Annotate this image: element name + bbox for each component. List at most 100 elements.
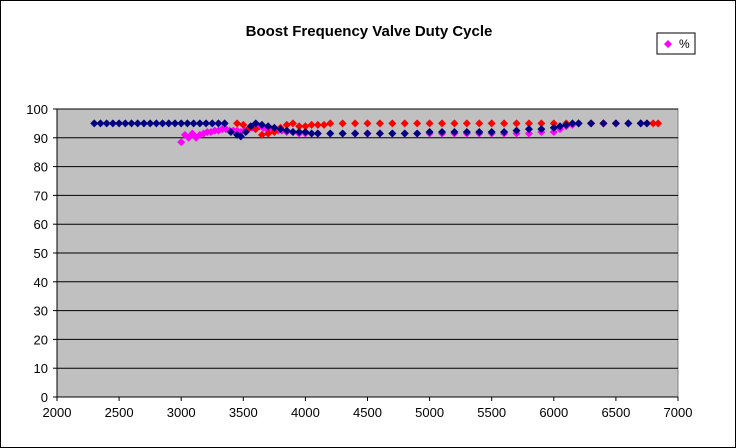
y-tick-label: 20	[34, 332, 48, 347]
data-point	[301, 122, 310, 131]
grid-lines	[57, 108, 678, 369]
data-point	[400, 129, 409, 138]
data-point	[202, 119, 211, 128]
data-point	[133, 119, 142, 128]
data-point	[208, 119, 217, 128]
data-point	[301, 128, 310, 137]
data-point	[425, 128, 434, 137]
data-point	[475, 119, 484, 128]
data-point	[363, 129, 372, 138]
y-tick-label: 90	[34, 131, 48, 146]
data-point	[189, 119, 198, 128]
data-point	[562, 120, 571, 129]
legend-marker	[664, 40, 672, 48]
data-point	[127, 119, 136, 128]
data-point	[236, 132, 245, 141]
data-point	[413, 129, 422, 138]
data-point	[214, 119, 223, 128]
x-tick-label: 6000	[539, 405, 568, 420]
data-point	[220, 119, 229, 128]
data-point	[425, 119, 434, 128]
data-point	[270, 128, 279, 137]
data-point	[351, 119, 360, 128]
data-point	[177, 138, 186, 147]
data-point	[96, 119, 105, 128]
x-tick-label: 4500	[353, 405, 382, 420]
data-point	[326, 129, 335, 138]
data-point	[184, 133, 193, 142]
data-point	[549, 128, 558, 137]
data-point	[270, 123, 279, 132]
data-point	[183, 119, 192, 128]
data-point	[500, 128, 509, 137]
data-point	[164, 119, 173, 128]
data-point	[524, 119, 533, 128]
data-point	[587, 119, 596, 128]
data-point	[282, 120, 291, 129]
data-point	[115, 119, 124, 128]
data-point	[251, 119, 260, 128]
y-tick-label: 80	[34, 160, 48, 175]
data-point	[537, 125, 546, 134]
data-point	[400, 119, 409, 128]
data-point	[388, 119, 397, 128]
y-tick-label: 70	[34, 188, 48, 203]
data-point	[524, 125, 533, 134]
x-tick-label: 4000	[291, 405, 320, 420]
x-tick-label: 5500	[477, 405, 506, 420]
data-point	[241, 128, 250, 137]
data-point	[524, 129, 533, 138]
data-point	[537, 119, 546, 128]
data-point	[320, 120, 329, 129]
data-point	[152, 119, 161, 128]
data-point	[226, 128, 235, 137]
x-tick-label: 2000	[43, 405, 72, 420]
data-point	[257, 130, 266, 139]
legend: %	[656, 32, 696, 55]
data-point	[102, 119, 111, 128]
data-point	[288, 128, 297, 137]
data-point	[177, 119, 186, 128]
data-point	[264, 129, 273, 138]
data-point	[139, 119, 148, 128]
data-point	[375, 129, 384, 138]
data-point	[307, 129, 316, 138]
data-point	[574, 119, 583, 128]
data-point	[549, 119, 558, 128]
data-point	[170, 119, 179, 128]
y-tick-label: 50	[34, 246, 48, 261]
data-point	[599, 119, 608, 128]
data-point	[288, 119, 297, 128]
data-point	[158, 119, 167, 128]
data-point	[487, 119, 496, 128]
x-tick-label: 2500	[105, 405, 134, 420]
data-point	[295, 128, 304, 137]
data-point	[388, 129, 397, 138]
data-point	[313, 129, 322, 138]
data-point	[512, 126, 521, 135]
data-point	[512, 119, 521, 128]
data-point	[487, 128, 496, 137]
data-point	[146, 119, 155, 128]
x-tick-label: 6500	[601, 405, 630, 420]
data-point	[636, 119, 645, 128]
legend-label: %	[679, 37, 690, 51]
data-point	[462, 128, 471, 137]
data-point	[276, 125, 285, 134]
data-point	[90, 119, 99, 128]
y-tick-label: 40	[34, 275, 48, 290]
data-point	[295, 122, 304, 131]
x-axis-tick-labels: 2000 2500 3000 3500 4000 4500 5000 5500 6000 6500…	[43, 405, 693, 420]
series-2	[90, 119, 651, 141]
data-point	[642, 119, 651, 128]
data-point	[462, 119, 471, 128]
data-point	[338, 129, 347, 138]
data-point	[188, 129, 197, 138]
x-tick-label: 3000	[167, 405, 196, 420]
data-point	[654, 119, 663, 128]
data-point	[649, 119, 658, 128]
data-point	[624, 119, 633, 128]
data-point	[307, 120, 316, 129]
